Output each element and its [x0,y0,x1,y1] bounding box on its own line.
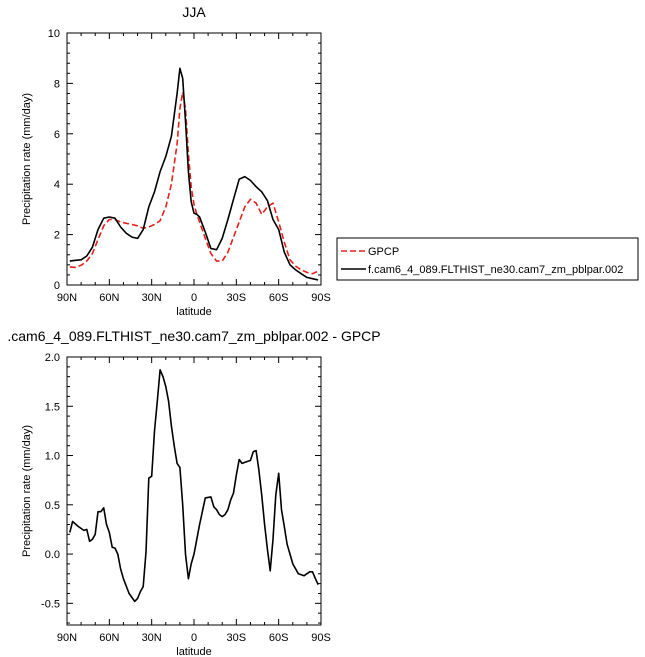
x-tick-label: 90S [311,292,331,304]
x-tick-label: 90N [57,632,77,644]
x-axis-label: latitude [176,646,211,657]
y-tick-label: 2.0 [45,352,60,364]
series-line-gpcp [69,91,319,275]
legend-box [336,237,639,281]
y-tick-label: 1.5 [45,401,60,413]
x-tick-label: 0 [191,292,197,304]
x-tick-label: 90S [311,632,331,644]
legend-label: GPCP [368,246,399,258]
y-tick-label: 6 [54,129,60,141]
series-line-f-cam6-4-089-flthist-ne3 [69,67,319,281]
x-tick-label: 30N [142,632,162,644]
legend: GPCP f.cam6_4_089.FLTHIST_ne30.cam7_zm_pb… [336,237,639,281]
x-tick-label: 60S [269,632,289,644]
y-tick-label: 2 [54,230,60,242]
y-tick-label: 0.0 [45,549,60,561]
x-tick-label: 60N [99,292,119,304]
chart-title: .cam6_4_089.FLTHIST_ne30.cam7_zm_pblpar.… [7,328,380,344]
x-tick-label: 30N [142,292,162,304]
y-tick-label: 10 [48,28,60,40]
y-tick-label: 0 [54,280,60,292]
y-axis-label: Precipitation rate (mm/day) [21,93,33,225]
y-tick-label: 4 [54,179,60,191]
chart-panel-1: JJA 90N 60N 30N 0 30S 60S 90S 0 2 4 6 8 10 latitude Pre… [21,4,639,318]
x-tick-label: 60S [269,292,289,304]
y-tick-label: 1.0 [45,451,60,463]
x-tick-label: 30S [227,292,247,304]
y-axis-label: Precipitation rate (mm/day) [21,425,33,557]
x-axis-label: latitude [176,306,211,318]
x-tick-label: 60N [99,632,119,644]
series-group [69,369,319,603]
plot-frame [66,356,322,626]
y-tick-label: -0.5 [41,598,60,610]
y-tick-label: 0.5 [45,500,60,512]
chart-title: JJA [182,4,206,20]
series-line-1 [69,369,319,603]
legend-label: f.cam6_4_089.FLTHIST_ne30.cam7_zm_pblpar… [368,264,623,276]
x-tick-label: 90N [57,292,77,304]
y-tick-label: 8 [54,78,60,90]
chart-panel-2: .cam6_4_089.FLTHIST_ne30.cam7_zm_pblpar.… [7,328,380,657]
x-tick-label: 30S [227,632,247,644]
x-tick-label: 0 [191,632,197,644]
series-group [69,67,319,281]
